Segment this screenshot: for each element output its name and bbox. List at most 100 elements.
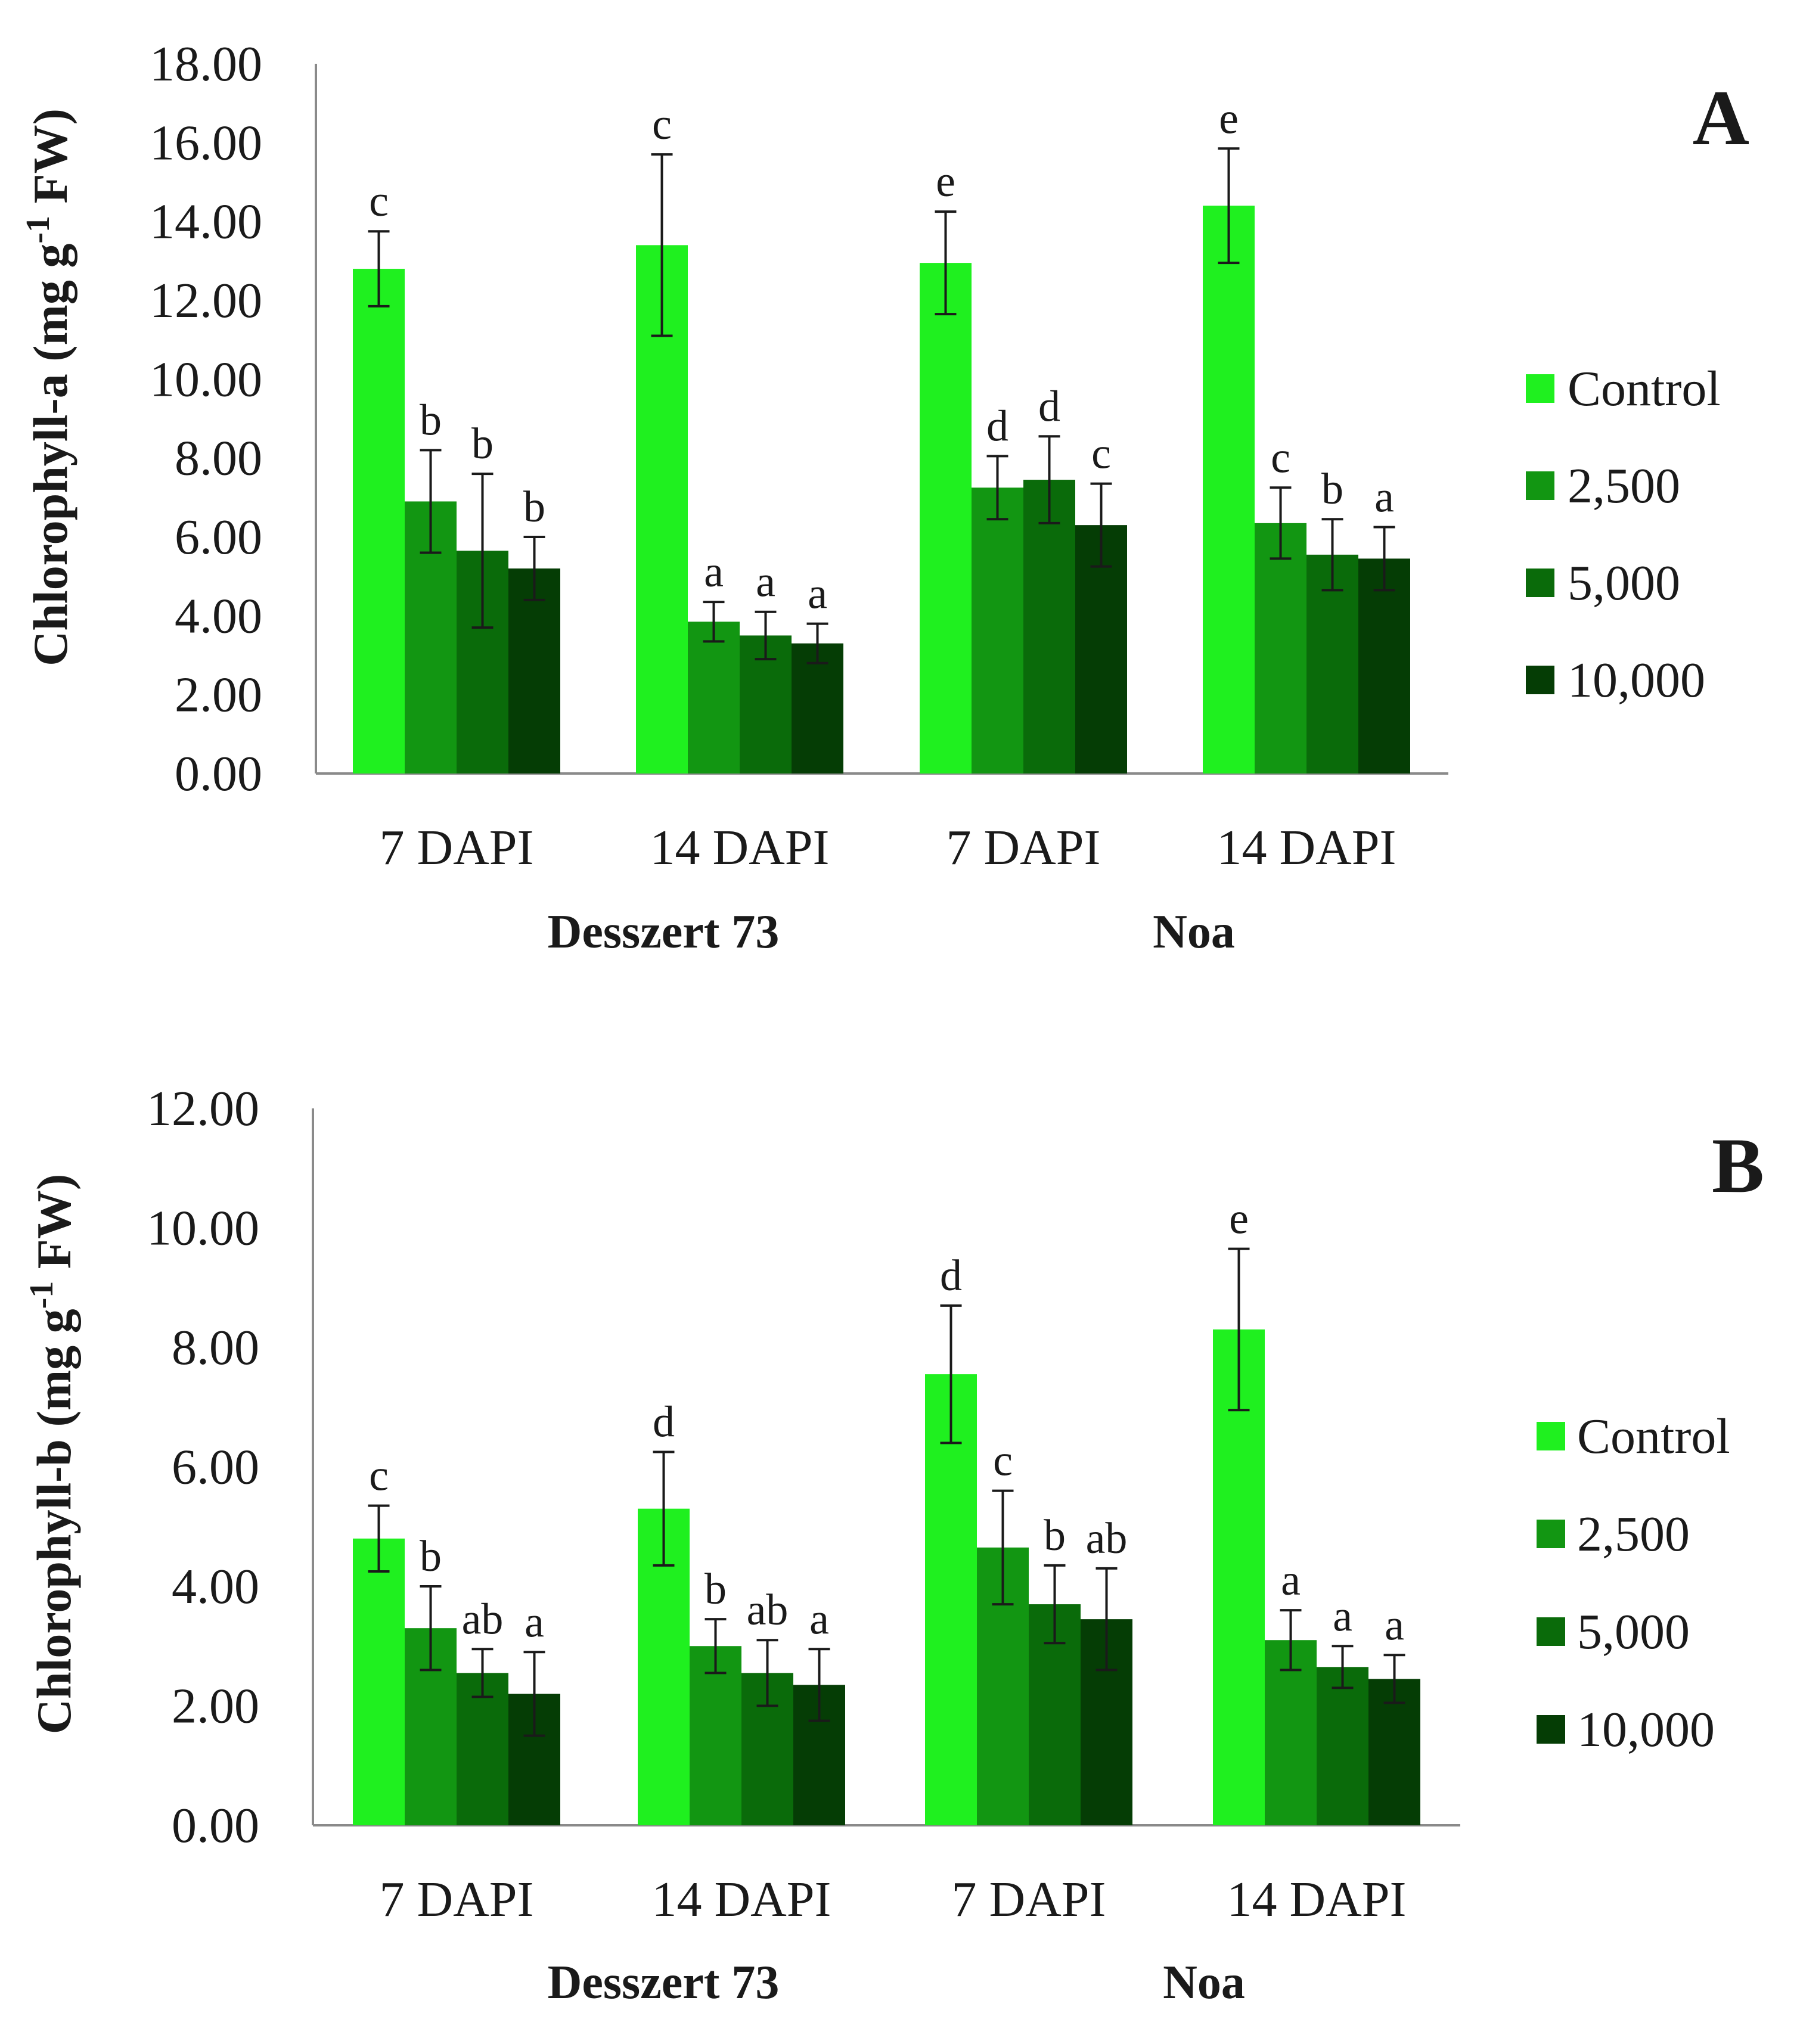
- legend-swatch: [1537, 1617, 1565, 1646]
- y-tick-label: 8.00: [172, 1320, 259, 1375]
- significance-letter: a: [756, 558, 775, 607]
- legend-swatch: [1526, 666, 1554, 694]
- x-category-label: 7 DAPI: [951, 1872, 1106, 1927]
- significance-letter: e: [1219, 94, 1239, 143]
- legend-swatch: [1526, 471, 1554, 500]
- y-tick-label: 6.00: [175, 510, 262, 565]
- x-group-label: Noa: [1153, 906, 1235, 958]
- significance-letter: c: [993, 1437, 1013, 1486]
- panel-label: B: [1712, 1122, 1764, 1209]
- legend-swatch: [1537, 1520, 1565, 1548]
- bar: [353, 1538, 405, 1825]
- significance-letter: c: [652, 100, 672, 149]
- significance-letter: b: [471, 420, 494, 468]
- significance-letter: c: [369, 177, 389, 226]
- legend-label: 10,000: [1577, 1702, 1715, 1757]
- significance-letter: b: [705, 1565, 727, 1614]
- legend-label: 5,000: [1568, 555, 1680, 611]
- significance-letter: a: [704, 548, 724, 597]
- significance-letter: d: [1038, 382, 1060, 431]
- y-tick-label: 14.00: [150, 194, 262, 250]
- significance-letter: e: [1229, 1195, 1249, 1244]
- significance-letter: a: [1385, 1601, 1404, 1650]
- panel-label: A: [1693, 74, 1749, 161]
- x-group-label: Desszert 73: [548, 906, 780, 958]
- significance-letter: c: [1271, 433, 1290, 482]
- legend-label: Control: [1577, 1409, 1730, 1464]
- x-category-label: 14 DAPI: [650, 820, 829, 875]
- y-tick-label: 10.00: [150, 352, 262, 407]
- significance-letter: a: [1333, 1592, 1352, 1641]
- significance-letter: d: [986, 402, 1008, 451]
- x-category-label: 7 DAPI: [946, 820, 1100, 875]
- x-group-label: Noa: [1163, 1956, 1245, 2009]
- significance-letter: b: [420, 1532, 442, 1581]
- x-category-label: 14 DAPI: [1227, 1872, 1406, 1927]
- bar: [1213, 1329, 1265, 1825]
- bar: [1255, 523, 1306, 774]
- significance-letter: b: [1044, 1511, 1066, 1560]
- legend-swatch: [1537, 1715, 1565, 1744]
- legend-label: Control: [1568, 361, 1721, 417]
- significance-letter: b: [1321, 465, 1343, 514]
- bar: [1358, 558, 1410, 774]
- bar: [925, 1374, 977, 1825]
- chart-panel-a: 0.00 2.00 4.00 6.00 8.00 10.00 12.00 14.00 16.00…: [20, 36, 1749, 958]
- y-tick-label: 4.00: [172, 1559, 259, 1614]
- bar: [1317, 1667, 1368, 1825]
- y-tick-label: 0.00: [175, 746, 262, 802]
- y-axis-title: Chlorophyll-a (mg g-1 FW): [20, 108, 77, 666]
- y-tick-label: 4.00: [175, 588, 262, 644]
- y-tick-label: 16.00: [150, 115, 262, 170]
- legend-label: 2,500: [1568, 458, 1680, 514]
- legend-swatch: [1537, 1422, 1565, 1450]
- bar: [972, 487, 1023, 774]
- y-tick-label: 18.00: [150, 36, 262, 92]
- legend-swatch: [1526, 569, 1554, 597]
- significance-letter: b: [523, 483, 545, 532]
- significance-letter: a: [525, 1598, 544, 1647]
- significance-letter: a: [1281, 1556, 1301, 1605]
- significance-letter: e: [936, 157, 955, 206]
- x-category-label: 7 DAPI: [379, 1872, 533, 1927]
- significance-letter: b: [420, 396, 442, 445]
- y-tick-label: 2.00: [175, 667, 262, 723]
- legend-label: 10,000: [1568, 653, 1705, 708]
- significance-letter: ab: [1086, 1514, 1128, 1563]
- y-tick-label: 12.00: [147, 1081, 259, 1136]
- legend-label: 5,000: [1577, 1604, 1690, 1660]
- y-tick-label: 6.00: [172, 1440, 259, 1495]
- bar: [457, 1673, 508, 1825]
- bar: [508, 568, 560, 774]
- y-tick-label: 0.00: [172, 1798, 259, 1853]
- legend-label: 2,500: [1577, 1506, 1690, 1562]
- significance-letter: d: [653, 1397, 675, 1446]
- significance-letter: a: [808, 570, 827, 619]
- bar: [353, 269, 405, 774]
- bar: [1023, 480, 1075, 774]
- y-axis-title: Chlorophyll-b (mg g-1 FW): [23, 1174, 81, 1734]
- bar: [920, 263, 972, 774]
- x-category-label: 14 DAPI: [651, 1872, 831, 1927]
- bar: [688, 622, 740, 774]
- x-group-label: Desszert 73: [548, 1956, 780, 2009]
- y-tick-label: 12.00: [150, 273, 262, 328]
- significance-letter: c: [369, 1452, 389, 1501]
- significance-letter: c: [1091, 430, 1111, 479]
- bar: [1203, 206, 1255, 774]
- y-tick-label: 10.00: [147, 1201, 259, 1256]
- significance-letter: ab: [747, 1586, 789, 1635]
- significance-letter: a: [1374, 473, 1394, 521]
- bar: [690, 1646, 741, 1825]
- significance-letter: ab: [462, 1595, 504, 1644]
- x-category-label: 7 DAPI: [379, 820, 533, 875]
- bar: [792, 643, 843, 774]
- y-tick-label: 8.00: [175, 431, 262, 486]
- chart-panel-b: 0.002.004.006.008.0010.0012.00cddebbcaab…: [23, 1081, 1764, 2009]
- significance-letter: d: [940, 1251, 962, 1300]
- y-tick-label: 2.00: [172, 1679, 259, 1734]
- x-category-label: 14 DAPI: [1216, 820, 1396, 875]
- significance-letter: a: [809, 1595, 829, 1644]
- legend-swatch: [1526, 374, 1554, 403]
